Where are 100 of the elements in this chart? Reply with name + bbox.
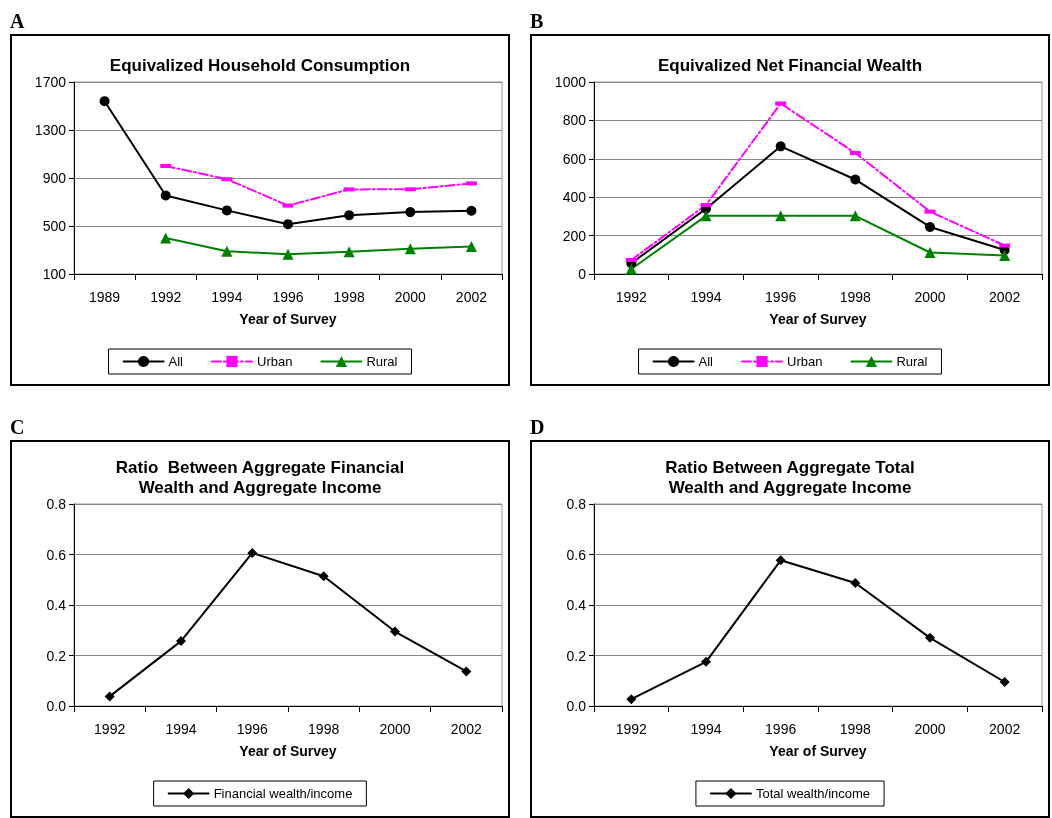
point [344, 210, 355, 221]
legend-label: Rural [896, 354, 928, 369]
x-tick-label: 1996 [272, 289, 304, 305]
y-tick-label: 0.8 [566, 496, 587, 512]
point [247, 547, 258, 558]
y-tick-label: 0.8 [46, 496, 67, 512]
point [850, 578, 861, 589]
x-tick-label: 2002 [450, 721, 483, 737]
x-tick-label: 1989 [88, 289, 121, 305]
y-tick-label: 900 [42, 170, 67, 186]
point [700, 210, 712, 222]
point [626, 694, 637, 705]
point [404, 243, 416, 255]
text: D [530, 415, 546, 440]
point [775, 141, 786, 152]
x-tick-label: 1998 [308, 721, 340, 737]
x-tick-label: 1992 [615, 289, 648, 305]
legend-label: All [698, 354, 714, 369]
legend-label: Urban [786, 354, 823, 369]
x-tick-label: 1994 [690, 721, 722, 737]
chart-title: Ratio Between Aggregate Financial Wealth and Aggregate Income [115, 457, 405, 497]
point [282, 248, 294, 260]
x-axis-title: Year of Survey [239, 311, 337, 327]
y-tick-label: 0.6 [46, 546, 67, 563]
y-tick-label: 1700 [34, 74, 67, 90]
legend-label: Total wealth/income [755, 786, 871, 801]
chart-title: Equivalized Net Financial Wealth [657, 55, 923, 75]
y-tick-label: 0.0 [566, 698, 587, 714]
x-tick-label: 2000 [379, 721, 411, 737]
point [283, 219, 293, 230]
x-tick-label: 1994 [165, 721, 197, 737]
y-tick-label: 800 [562, 112, 587, 129]
point [221, 245, 233, 257]
point [701, 656, 711, 667]
text: A [10, 9, 26, 34]
x-tick-label: 1996 [236, 721, 269, 737]
legend-label: Urban [256, 354, 293, 369]
y-tick-label: 100 [42, 266, 67, 282]
point [160, 232, 172, 244]
point [924, 247, 936, 258]
y-tick-label: 0.4 [46, 597, 67, 613]
x-tick-label: 2002 [989, 721, 1021, 737]
point [850, 174, 861, 185]
point [775, 555, 786, 566]
point [925, 632, 935, 643]
y-tick-label: 200 [562, 227, 587, 244]
point [221, 205, 232, 216]
legend-label: Rural [366, 354, 398, 369]
text: B [530, 9, 545, 34]
point [849, 210, 861, 222]
point [625, 263, 637, 275]
x-tick-label: 2000 [914, 721, 946, 737]
point [176, 636, 186, 647]
point [343, 246, 355, 258]
y-tick-label: 600 [562, 150, 587, 167]
legend-label: All [168, 354, 184, 369]
point [405, 207, 416, 218]
point [775, 210, 787, 222]
y-tick-label: 0.2 [46, 647, 67, 664]
x-tick-label: 1998 [333, 289, 365, 305]
x-axis-title: Year of Survey [239, 743, 337, 759]
point [104, 691, 115, 702]
y-tick-label: 0.6 [566, 546, 587, 563]
point [318, 571, 329, 582]
x-tick-label: 1992 [94, 721, 126, 737]
point [160, 190, 171, 201]
x-tick-label: 1992 [150, 289, 182, 305]
point [999, 677, 1010, 688]
point [999, 249, 1011, 261]
y-tick-label: 400 [562, 189, 587, 206]
y-tick-label: 1300 [34, 122, 67, 138]
point [461, 666, 472, 677]
x-tick-label: 2002 [989, 289, 1021, 305]
chart-title: Equivalized Household Consumption [109, 55, 411, 75]
x-tick-label: 1996 [765, 289, 797, 305]
text: C [10, 415, 26, 440]
y-tick-label: 0.2 [566, 647, 587, 664]
x-tick-label: 1994 [211, 289, 243, 305]
y-tick-label: 0.0 [46, 698, 67, 714]
point [99, 96, 110, 107]
x-tick-label: 1994 [690, 289, 722, 305]
x-axis-title: Year of Survey [769, 743, 867, 759]
y-tick-label: 0.4 [566, 597, 587, 613]
x-tick-label: 1992 [615, 721, 648, 737]
x-tick-label: 1998 [839, 289, 872, 305]
point [390, 626, 400, 637]
y-tick-label: 0 [578, 266, 587, 282]
x-tick-label: 1998 [839, 721, 872, 737]
y-tick-label: 500 [42, 218, 67, 234]
point [466, 205, 477, 216]
x-tick-label: 1996 [765, 721, 797, 737]
point [465, 240, 477, 252]
legend-label: Financial wealth/income [213, 786, 353, 801]
x-tick-label: 2000 [914, 289, 946, 305]
y-tick-label: 1000 [554, 74, 587, 90]
x-tick-label: 2002 [455, 289, 488, 305]
chart-title: Ratio Between Aggregate Total Wealth and Aggregate Income [665, 457, 915, 497]
x-tick-label: 2000 [394, 289, 427, 305]
point [925, 221, 935, 232]
x-axis-title: Year of Survey [769, 311, 867, 327]
